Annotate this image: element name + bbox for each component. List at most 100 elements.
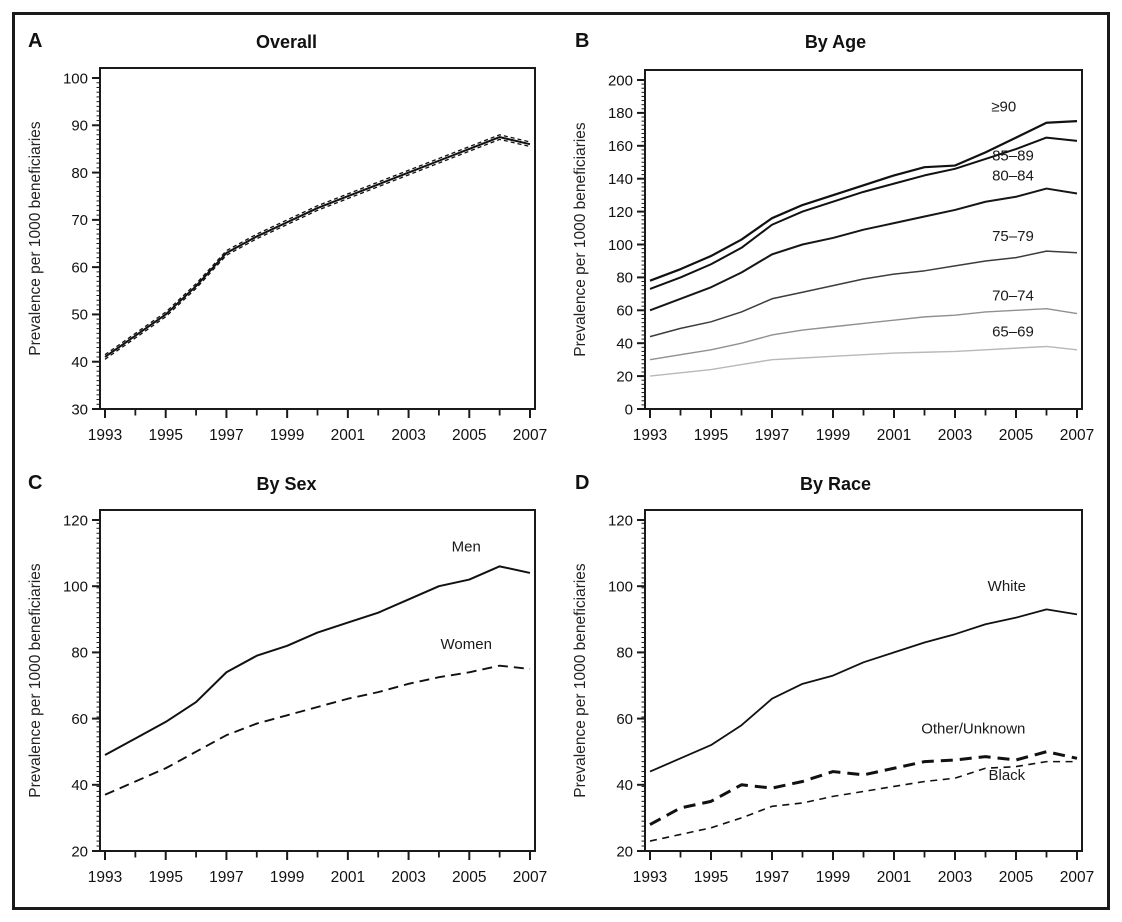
y-tick-label: 80: [71, 165, 88, 182]
x-tick-label: 1997: [209, 427, 243, 444]
series-label-80-84: 80–84: [992, 167, 1034, 184]
series-label-85-89: 85–89: [992, 148, 1034, 165]
plot-frame: [644, 509, 1083, 852]
plot-frame: [99, 509, 536, 852]
x-tick-label: 2007: [1060, 427, 1094, 444]
series-line-women: [104, 664, 531, 796]
panel-plot-a: 30 40 50 60 70 80 90 100 1993 1995 1997 1999 2001 200…: [27, 67, 547, 444]
y-tick-label: 200: [608, 72, 633, 89]
panel-plot-c: 20 40 60 80 100 120 1993 1995 1997 1999 2001 2003 20…: [27, 509, 547, 886]
series-line-80-84: [649, 187, 1078, 312]
series-label-black: Black: [989, 767, 1026, 784]
x-tick-label: 2007: [1060, 869, 1094, 886]
series-label-white: White: [988, 578, 1026, 595]
y-tick-label: 80: [71, 645, 88, 662]
panel-plot-d: 20 40 60 80 100 120 1993 1995 1997 1999 2001 2003 20…: [572, 509, 1094, 886]
series-line-75-79: [649, 250, 1078, 338]
panel-letter-a: A: [28, 30, 43, 52]
series-ci-line: [104, 138, 531, 360]
series-label-women: Women: [441, 636, 492, 653]
x-tick-label: 1999: [816, 427, 850, 444]
y-tick-label: 100: [608, 578, 633, 595]
y-tick-label: 120: [608, 204, 633, 221]
x-tick-label: 2005: [452, 869, 486, 886]
series-line-70-74: [649, 307, 1078, 361]
y-tick-label: 60: [71, 711, 88, 728]
x-tick-label: 2001: [331, 427, 365, 444]
y-tick-label: 20: [616, 843, 633, 860]
x-tick-label: 2007: [513, 869, 547, 886]
y-tick-label: 0: [625, 401, 633, 418]
x-tick-label: 1999: [270, 869, 304, 886]
y-tick-label: 100: [63, 578, 88, 595]
series-line-65-69: [649, 345, 1078, 377]
y-tick-label: 40: [616, 777, 633, 794]
x-tick-label: 2003: [938, 869, 972, 886]
x-tick-label: 2003: [391, 869, 425, 886]
x-tick-label: 2005: [452, 427, 486, 444]
x-tick-label: 1997: [755, 427, 789, 444]
x-tick-label: 1997: [209, 869, 243, 886]
y-axis-label: Prevalence per 1000 beneficiaries: [27, 121, 44, 356]
series-line-85-89: [649, 136, 1078, 290]
series-label-65-69: 65–69: [992, 324, 1034, 341]
x-tick-label: 1995: [148, 869, 182, 886]
series-ci-line: [104, 134, 531, 356]
y-tick-label: 160: [608, 138, 633, 155]
x-tick-label: 1997: [755, 869, 789, 886]
x-tick-label: 1999: [816, 869, 850, 886]
x-tick-label: 2003: [391, 427, 425, 444]
x-tick-label: 1993: [88, 427, 122, 444]
y-tick-label: 100: [63, 70, 88, 87]
x-tick-label: 2001: [877, 869, 911, 886]
panel-title-overall: Overall: [255, 32, 318, 52]
y-tick-label: 100: [608, 237, 633, 254]
y-tick-label: 40: [616, 335, 633, 352]
panel-letter-d: D: [575, 472, 590, 494]
y-tick-label: 120: [608, 512, 633, 529]
series-line-overall: [104, 136, 531, 358]
series-line-other-unknown: [649, 750, 1078, 826]
series-label-men: Men: [452, 538, 481, 555]
series-line--90: [649, 120, 1078, 282]
plot-frame: [99, 67, 536, 410]
y-tick-label: 140: [608, 171, 633, 188]
series-line-white: [649, 608, 1078, 773]
x-tick-label: 2005: [999, 427, 1033, 444]
y-axis-label: Prevalence per 1000 beneficiaries: [572, 122, 589, 357]
panel-title-by-sex: By Sex: [256, 474, 317, 494]
series-label-70-74: 70–74: [992, 287, 1034, 304]
y-tick-label: 60: [616, 303, 633, 320]
x-tick-label: 1999: [270, 427, 304, 444]
panel-title-by-age: By Age: [804, 32, 867, 52]
y-tick-label: 40: [71, 354, 88, 371]
y-tick-label: 60: [71, 259, 88, 276]
y-tick-label: 70: [71, 212, 88, 229]
panel-plot-b: 0 20 40 60 80 100 120 140 160 180 200 1993 1995 1997 1…: [572, 69, 1094, 444]
x-tick-label: 1995: [148, 427, 182, 444]
y-tick-label: 50: [71, 307, 88, 324]
x-tick-label: 2007: [513, 427, 547, 444]
y-tick-label: 40: [71, 777, 88, 794]
y-tick-label: 80: [616, 645, 633, 662]
x-tick-label: 2005: [999, 869, 1033, 886]
x-tick-label: 1995: [694, 427, 728, 444]
x-tick-label: 1993: [633, 869, 667, 886]
y-tick-label: 30: [71, 401, 88, 418]
y-tick-label: 60: [616, 711, 633, 728]
series-label-75-79: 75–79: [992, 228, 1034, 245]
y-tick-label: 20: [71, 843, 88, 860]
x-tick-label: 2001: [331, 869, 365, 886]
y-tick-label: 90: [71, 118, 88, 135]
x-tick-label: 2001: [877, 427, 911, 444]
y-tick-label: 180: [608, 105, 633, 122]
series-line-black: [649, 760, 1077, 842]
panel-letter-c: C: [28, 472, 43, 494]
y-tick-label: 80: [616, 270, 633, 287]
y-axis-label: Prevalence per 1000 beneficiaries: [572, 563, 589, 798]
y-tick-label: 20: [616, 368, 633, 385]
series-label-other-unknown: Other/Unknown: [921, 720, 1025, 737]
x-tick-label: 1993: [633, 427, 667, 444]
series-label--90: ≥90: [991, 98, 1016, 115]
